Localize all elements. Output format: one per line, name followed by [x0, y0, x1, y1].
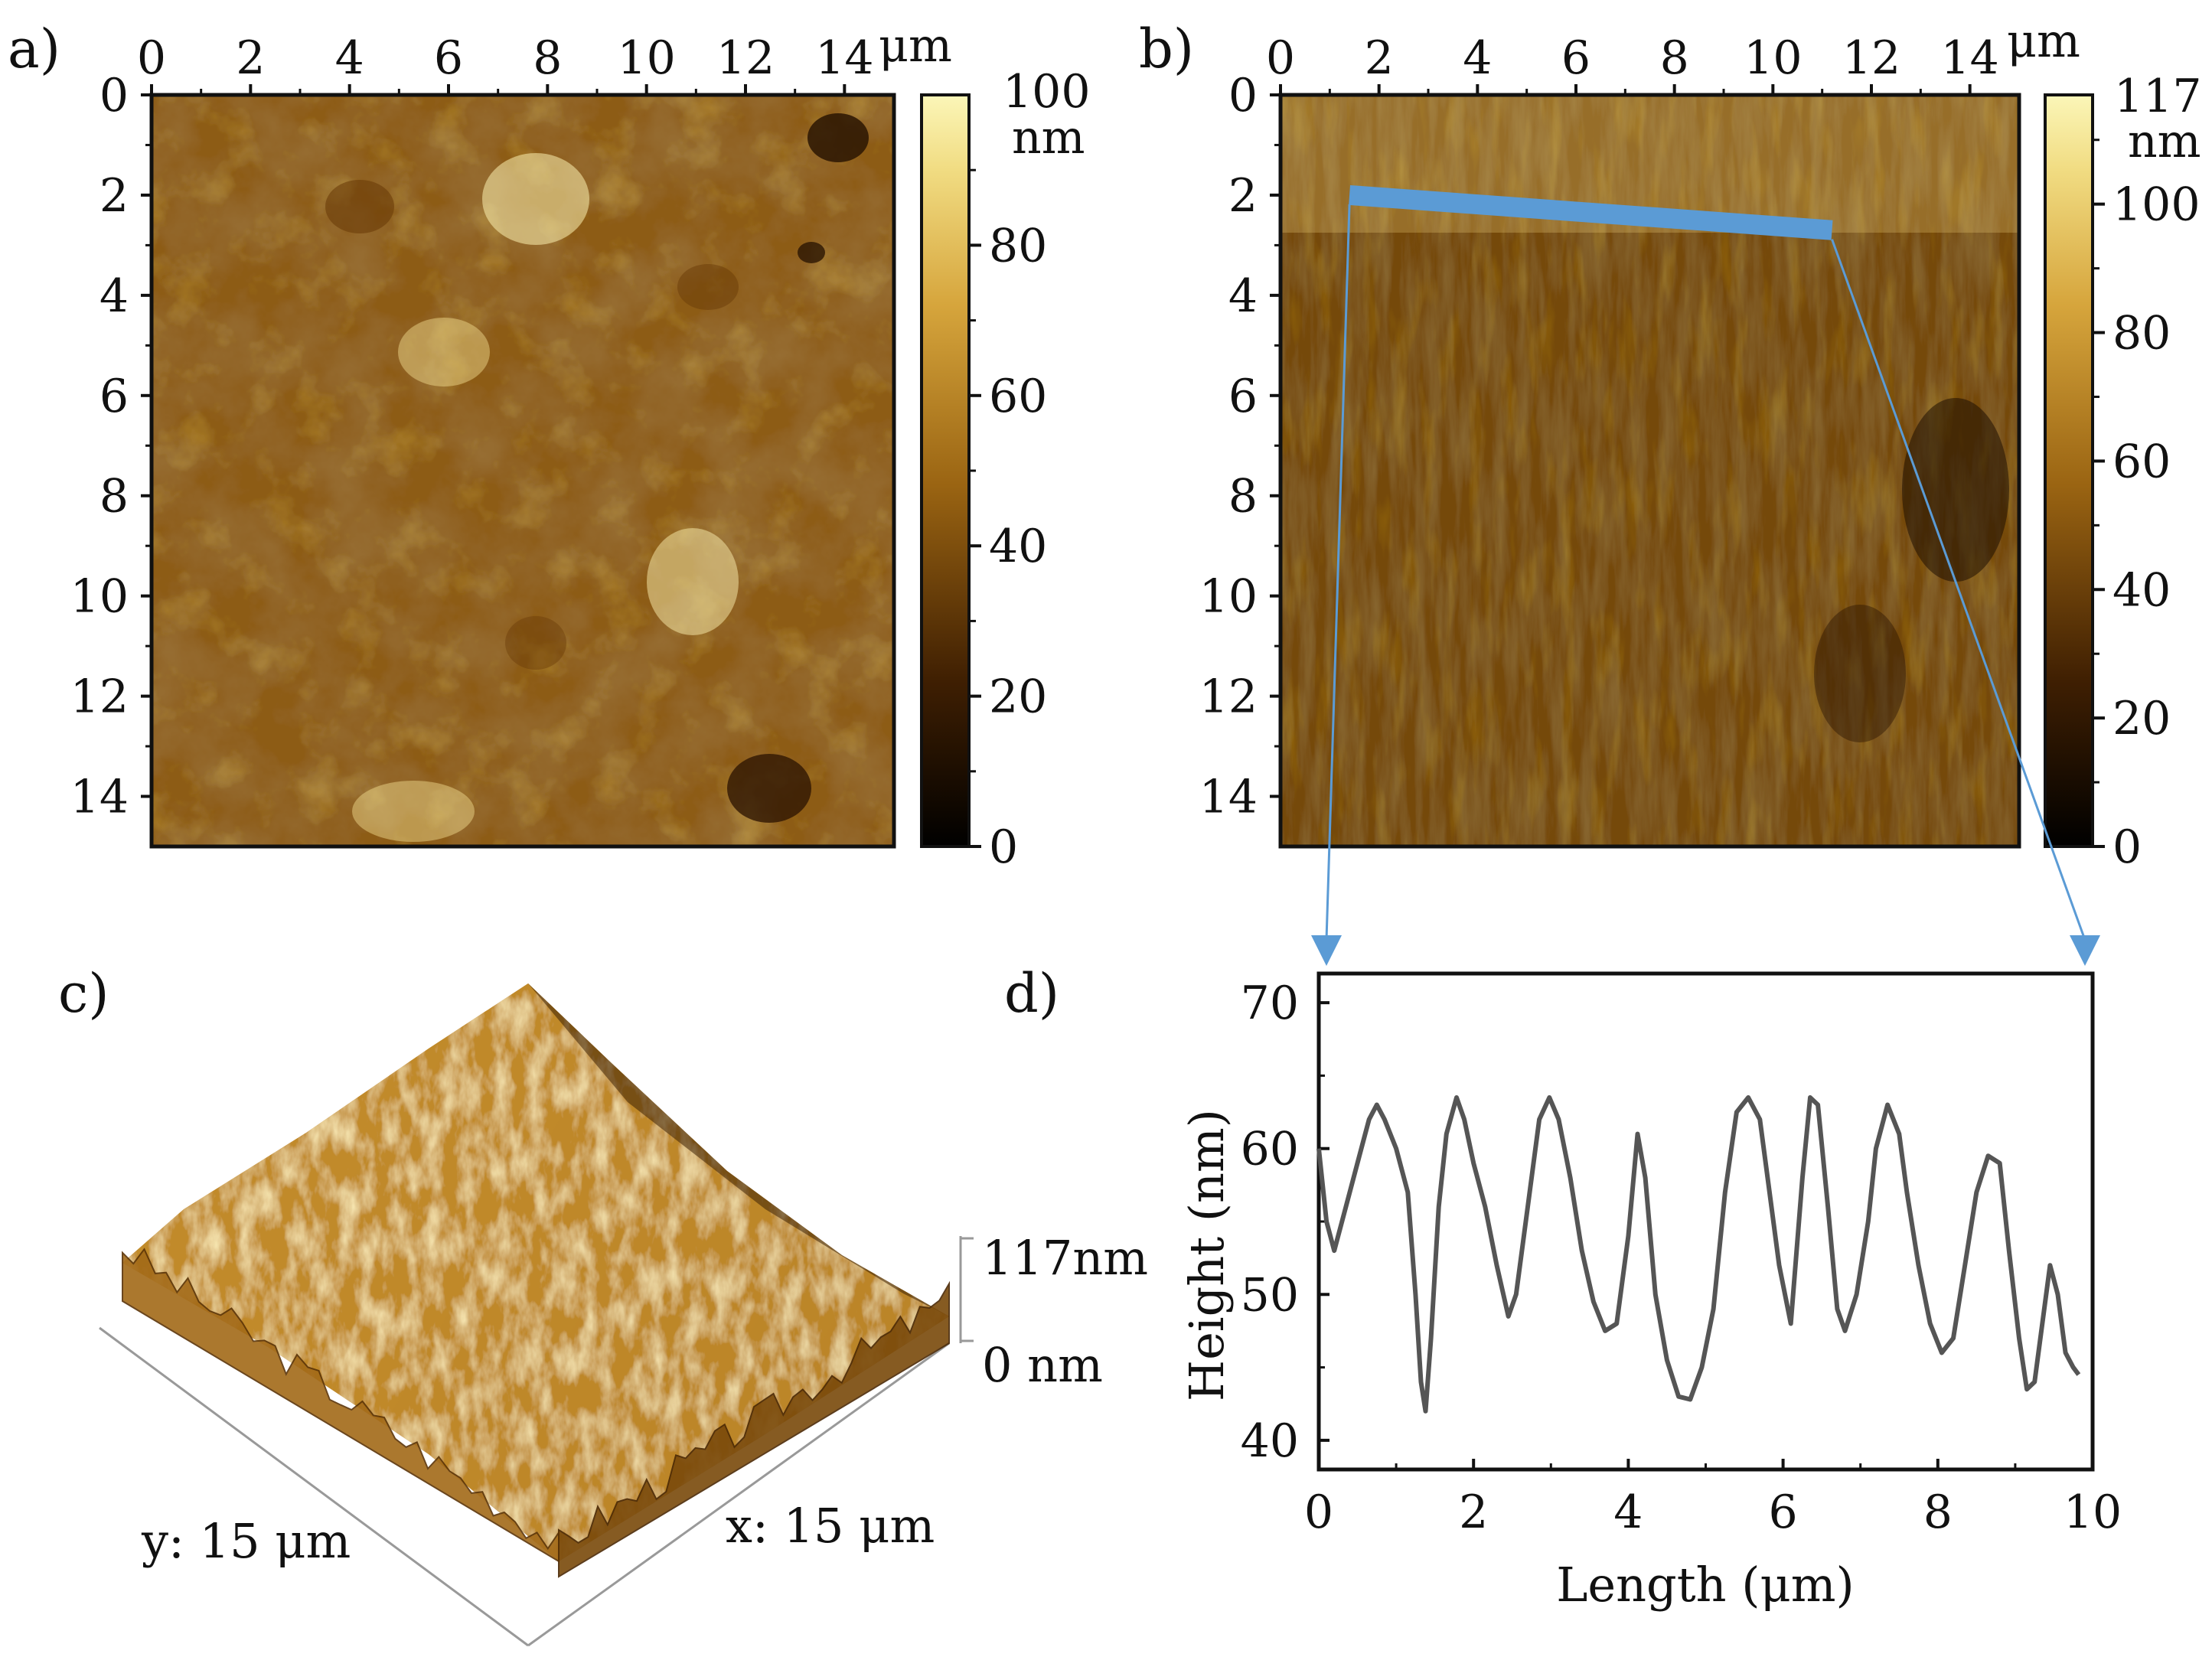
x-tick-label: 10: [2064, 1486, 2122, 1539]
colorbar-tick-label: 100: [2112, 178, 2201, 232]
y-tick-label: 14: [70, 771, 129, 824]
panel-b-colorbar-unit: nm: [2128, 115, 2201, 168]
panel-b: b) 0 2 4 6 8 10 12 14 0 2 4 6 8 10 12 14 μm 0 20 40 60 80 1…: [1139, 15, 2202, 874]
x-tick-label: 0: [1266, 31, 1295, 85]
x-tick-label: 4: [1613, 1486, 1643, 1539]
panel-a-colorbar-max: 100: [1003, 65, 1091, 119]
x-tick-label: 10: [1744, 31, 1802, 85]
panel-d-y-axis: 40 50 60 70: [1241, 977, 1329, 1468]
colorbar-tick-label: 40: [2112, 563, 2171, 617]
y-tick-label: 60: [1241, 1123, 1299, 1176]
y-tick-label: 40: [1241, 1414, 1299, 1468]
y-tick-label: 10: [1199, 570, 1258, 624]
panel-a-y-axis: 0 2 4 6 8 10 12 14: [70, 69, 152, 824]
panel-d-xlabel: Length (μm): [1556, 1557, 1855, 1613]
panel-a-colorbar-unit: nm: [1012, 111, 1085, 165]
x-tick-label: 6: [1769, 1486, 1798, 1539]
panel-c-label: c): [58, 962, 109, 1025]
panel-d-label: d): [1004, 962, 1059, 1025]
y-tick-label: 4: [1228, 269, 1258, 323]
y-tick-label: 8: [1228, 470, 1258, 524]
y-tick-label: 6: [1228, 370, 1258, 423]
colorbar-tick-label: 40: [989, 520, 1047, 573]
panel-a-colorbar-ticks: 0 20 40 60 80: [969, 168, 1047, 874]
y-tick-label: 8: [100, 470, 129, 524]
panel-a-image: [152, 95, 894, 846]
y-tick-label: 14: [1199, 771, 1258, 824]
x-tick-label: 14: [1940, 31, 1998, 85]
panel-d-ylabel: Height (nm): [1179, 1109, 1235, 1401]
height-profile-line: [1316, 1095, 2081, 1414]
colorbar-tick-label: 20: [2112, 692, 2171, 745]
x-tick-label: 8: [1923, 1486, 1953, 1539]
panel-b-colorbar: [2044, 93, 2094, 848]
colorbar-tick-label: 80: [989, 219, 1047, 272]
x-tick-label: 0: [137, 31, 166, 85]
x-tick-label: 8: [1660, 31, 1689, 85]
y-tick-label: 70: [1241, 977, 1299, 1030]
x-tick-label: 4: [335, 31, 364, 85]
x-tick-label: 2: [1459, 1486, 1488, 1539]
x-tick-label: 6: [1561, 31, 1590, 85]
surface-x-label: x: 15 μm: [726, 1498, 935, 1554]
panel-a-frame: [149, 93, 896, 849]
panel-a-label: a): [8, 18, 60, 80]
surface-y-label: y: 15 μm: [141, 1513, 351, 1569]
x-tick-label: 4: [1463, 31, 1492, 85]
panel-a-x-axis: 0 2 4 6 8 10 12 14: [137, 31, 874, 95]
surface-z-min-label: 0 nm: [982, 1337, 1103, 1393]
x-tick-label: 2: [236, 31, 265, 85]
panel-b-x-axis: 0 2 4 6 8 10 12 14: [1266, 31, 1999, 95]
x-tick-label: 10: [617, 31, 675, 85]
surface-axis-y: [99, 1326, 529, 1647]
y-tick-label: 0: [1228, 69, 1258, 122]
panel-b-colorbar-max: 117: [2114, 70, 2202, 123]
y-tick-label: 50: [1241, 1268, 1299, 1322]
arrowhead-left: [1311, 935, 1342, 966]
panel-b-colorbar-ticks: 0 20 40 60 80 100: [2093, 139, 2201, 874]
y-tick-label: 2: [100, 169, 129, 223]
colorbar-tick-label: 60: [989, 370, 1047, 423]
profile-line: [1349, 184, 1833, 240]
panel-b-frame: [1278, 93, 2021, 849]
panel-b-label: b): [1139, 18, 1194, 80]
surface-z-max-label: 117nm: [982, 1230, 1148, 1286]
colorbar-tick-label: 60: [2112, 435, 2171, 488]
panel-a-x-unit: μm: [879, 19, 952, 73]
colorbar-tick-label: 80: [2112, 307, 2171, 360]
panel-b-y-axis: 0 2 4 6 8 10 12 14: [1199, 69, 1281, 824]
surface-plot: [122, 983, 950, 1578]
colorbar-tick-label: 0: [989, 820, 1018, 874]
y-tick-label: 2: [1228, 169, 1258, 223]
panel-b-x-unit: μm: [2007, 15, 2080, 68]
arrowhead-right: [2070, 935, 2100, 966]
colorbar-tick-label: 0: [2112, 820, 2142, 874]
x-tick-label: 12: [716, 31, 775, 85]
y-tick-label: 0: [100, 69, 129, 122]
panel-d-x-axis: 0 2 4 6 8 10: [1304, 1459, 2122, 1539]
connector-right: [1831, 239, 2086, 941]
x-tick-label: 2: [1365, 31, 1394, 85]
y-tick-label: 12: [1199, 670, 1258, 724]
y-tick-label: 10: [70, 570, 129, 624]
x-tick-label: 8: [533, 31, 562, 85]
x-tick-label: 6: [434, 31, 463, 85]
panel-d-frame: [1316, 971, 2095, 1472]
y-tick-label: 12: [70, 670, 129, 724]
x-tick-label: 12: [1842, 31, 1900, 85]
panel-a-colorbar: [920, 93, 971, 848]
surface-axis-x: [527, 1342, 950, 1647]
y-tick-label: 4: [100, 269, 129, 323]
y-tick-label: 6: [100, 370, 129, 423]
x-tick-label: 0: [1304, 1486, 1333, 1539]
panel-c: c) 117nm 0 nm y: 15 μm x: 15 μm: [58, 962, 1148, 1647]
x-tick-label: 14: [815, 31, 873, 85]
connector-left: [1325, 204, 1351, 941]
colorbar-tick-label: 20: [989, 670, 1047, 724]
panel-d: d) 0 2 4 6 8 10 40 50 60 70 Length (μm) Height (…: [1004, 962, 2122, 1613]
